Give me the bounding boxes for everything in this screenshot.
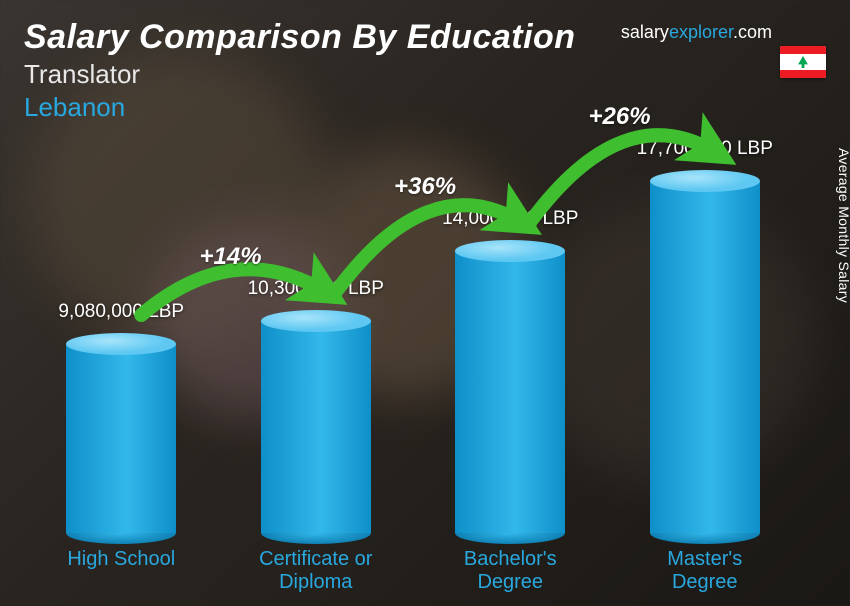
- bar-body: [66, 344, 176, 533]
- bars-area: 9,080,000 LBP 10,300,000 LBP 14,000,000 LB…: [24, 130, 802, 544]
- bar-group: 9,080,000 LBP: [24, 301, 219, 544]
- bar-top-ellipse: [455, 240, 565, 262]
- bar-3d: [455, 240, 565, 544]
- bar-chart: 9,080,000 LBP 10,300,000 LBP 14,000,000 LB…: [24, 130, 802, 594]
- chart-subtitle: Translator: [24, 59, 826, 90]
- bar-body: [455, 251, 565, 533]
- y-axis-label: Average Monthly Salary: [836, 148, 850, 303]
- brand-watermark: salaryexplorer.com: [621, 22, 772, 43]
- category-label: Master'sDegree: [608, 548, 803, 594]
- bar-body: [650, 181, 760, 533]
- category-label: Certificate orDiploma: [219, 548, 414, 594]
- bar-value-label: 17,700,000 LBP: [637, 138, 773, 160]
- bar-3d: [66, 333, 176, 544]
- bar-top-ellipse: [261, 310, 371, 332]
- header: Salary Comparison By Education Translato…: [24, 18, 826, 123]
- bar-3d: [261, 310, 371, 544]
- brand-suffix: .com: [733, 22, 772, 42]
- category-label: High School: [24, 548, 219, 594]
- brand-mid: explorer: [669, 22, 733, 42]
- bar-group: 14,000,000 LBP: [413, 208, 608, 544]
- bar-group: 17,700,000 LBP: [608, 138, 803, 544]
- cedar-icon: [796, 56, 810, 68]
- bar-value-label: 9,080,000 LBP: [58, 301, 184, 323]
- brand-prefix: salary: [621, 22, 669, 42]
- bar-top-ellipse: [66, 333, 176, 355]
- bar-3d: [650, 170, 760, 544]
- chart-country: Lebanon: [24, 92, 826, 123]
- bar-value-label: 14,000,000 LBP: [442, 208, 578, 230]
- lebanon-flag-icon: [780, 46, 826, 78]
- chart-container: Salary Comparison By Education Translato…: [0, 0, 850, 606]
- bar-top-ellipse: [650, 170, 760, 192]
- bar-value-label: 10,300,000 LBP: [248, 278, 384, 300]
- category-label: Bachelor'sDegree: [413, 548, 608, 594]
- category-labels-row: High SchoolCertificate orDiplomaBachelor…: [24, 548, 802, 594]
- bar-group: 10,300,000 LBP: [219, 278, 414, 544]
- bar-body: [261, 321, 371, 533]
